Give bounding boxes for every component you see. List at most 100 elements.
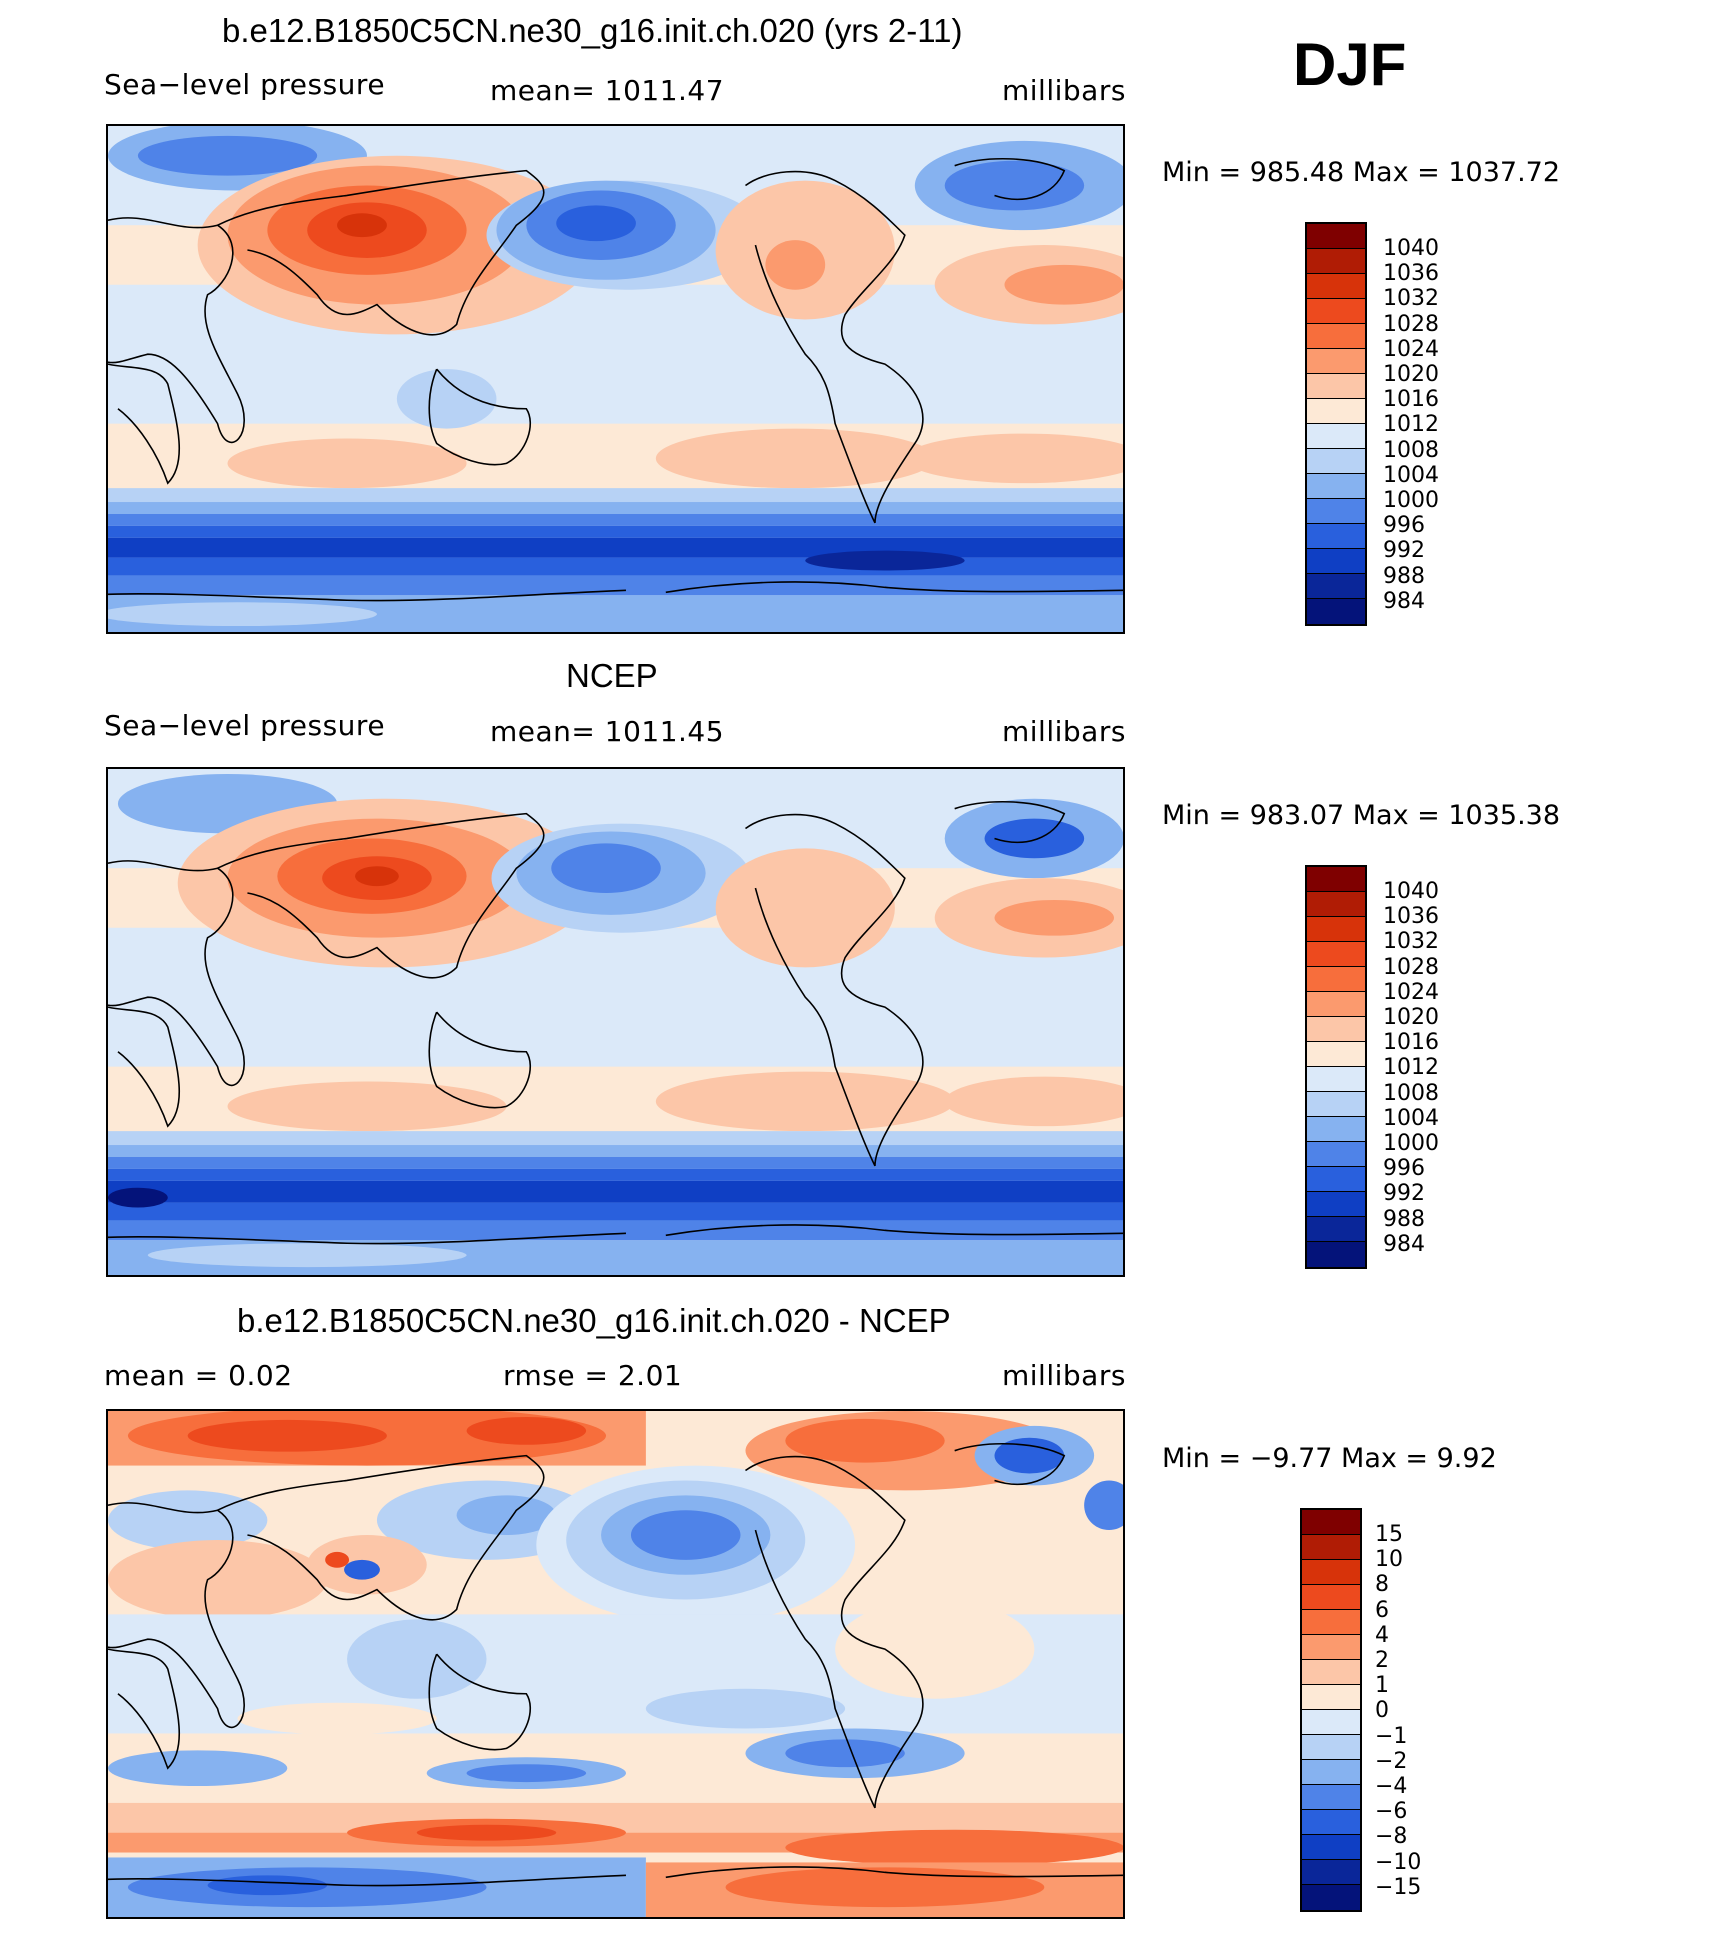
contour-low bbox=[944, 160, 1085, 211]
contour-high bbox=[785, 1418, 945, 1463]
colorbar-swatch bbox=[1302, 1735, 1360, 1760]
colorbar-swatch bbox=[1307, 867, 1365, 892]
colorbar-swatch bbox=[1302, 1560, 1360, 1585]
colorbar-swatch bbox=[1307, 1092, 1365, 1117]
colorbar-swatch bbox=[1307, 1017, 1365, 1042]
contour-high bbox=[904, 433, 1123, 484]
colorbar-label: 992 bbox=[1383, 1181, 1425, 1207]
colorbar-label: 1040 bbox=[1383, 879, 1439, 904]
colorbar-swatch bbox=[1302, 1610, 1360, 1635]
colorbar-label: 1032 bbox=[1383, 286, 1439, 312]
panel-2-mean-label: mean= 1011.45 bbox=[490, 715, 725, 748]
colorbar-swatch bbox=[1307, 399, 1365, 424]
contour-high bbox=[655, 428, 935, 489]
colorbar-swatch bbox=[1307, 599, 1365, 624]
colorbar-label: 1040 bbox=[1383, 236, 1439, 261]
coastlines bbox=[108, 1442, 1123, 1887]
colorbar-label: −10 bbox=[1375, 1849, 1422, 1875]
contour-high bbox=[994, 899, 1115, 936]
contour-high bbox=[1004, 264, 1123, 305]
contour-band bbox=[108, 1131, 1123, 1146]
panel-1-colorbar-labels: 1040 1036 1032 1028 1024 1020 1016 1012 … bbox=[1383, 236, 1439, 614]
panel-3-map-svg bbox=[108, 1411, 1123, 1917]
panel-1-map-svg bbox=[108, 126, 1123, 632]
colorbar-swatch bbox=[1302, 1885, 1360, 1910]
colorbar-label: −15 bbox=[1375, 1874, 1422, 1900]
colorbar-label: 1004 bbox=[1383, 462, 1439, 488]
colorbar-label: 996 bbox=[1383, 513, 1425, 539]
panel-3-map bbox=[106, 1409, 1125, 1919]
panel-3-units-label: millibars bbox=[1002, 1359, 1126, 1392]
contour-high bbox=[765, 240, 826, 290]
colorbar-swatch bbox=[1307, 967, 1365, 992]
colorbar-label: 1000 bbox=[1383, 1131, 1439, 1157]
colorbar-label: 988 bbox=[1383, 563, 1425, 589]
contour-high bbox=[187, 1419, 387, 1452]
contour-low bbox=[785, 1739, 905, 1768]
colorbar-swatch bbox=[1302, 1635, 1360, 1660]
colorbar-label: 2 bbox=[1375, 1648, 1389, 1674]
colorbar-swatch bbox=[1307, 299, 1365, 324]
contour-band bbox=[108, 557, 1123, 576]
colorbar-label: 992 bbox=[1383, 538, 1425, 564]
contour-band bbox=[237, 1702, 437, 1735]
contour-band bbox=[108, 537, 1123, 558]
contour-low bbox=[630, 1510, 741, 1560]
contour-band bbox=[108, 1180, 1123, 1203]
panel-3-rmse-label: rmse = 2.01 bbox=[503, 1359, 683, 1392]
panel-2-variable-label: Sea−level pressure bbox=[104, 709, 386, 742]
contour-high bbox=[725, 1867, 1045, 1908]
contour-band bbox=[108, 575, 1123, 596]
colorbar-swatch bbox=[1302, 1510, 1360, 1535]
colorbar-label: 1016 bbox=[1383, 1030, 1439, 1056]
contour-high bbox=[108, 1539, 328, 1620]
colorbar-label: 1036 bbox=[1383, 904, 1439, 930]
colorbar-swatch bbox=[1302, 1760, 1360, 1785]
contour-low bbox=[396, 369, 497, 429]
contour-high bbox=[337, 213, 387, 238]
contour-low bbox=[137, 135, 318, 176]
contour-band bbox=[108, 1202, 1123, 1221]
panel-2-map-svg bbox=[108, 769, 1123, 1275]
panel-1-colorbar bbox=[1305, 222, 1367, 626]
colorbar-swatch bbox=[1302, 1535, 1360, 1560]
contour-high bbox=[944, 1076, 1123, 1127]
panel-2-colorbar bbox=[1305, 865, 1367, 1269]
colorbar-swatch bbox=[1307, 349, 1365, 374]
colorbar-label: −1 bbox=[1375, 1723, 1408, 1749]
colorbar-swatch bbox=[1307, 1192, 1365, 1217]
contour-band bbox=[835, 1599, 1035, 1699]
colorbar-swatch bbox=[1307, 449, 1365, 474]
contour-low bbox=[108, 602, 377, 627]
colorbar-label: 8 bbox=[1375, 1572, 1389, 1598]
colorbar-swatch bbox=[1307, 1067, 1365, 1092]
contour-band bbox=[108, 1220, 1123, 1241]
colorbar-label: 10 bbox=[1375, 1547, 1403, 1573]
colorbar-label: 1028 bbox=[1383, 954, 1439, 980]
contour-low bbox=[207, 1875, 328, 1896]
contour-low bbox=[1084, 1480, 1123, 1531]
panel-2-title: NCEP bbox=[566, 657, 658, 694]
contour-high bbox=[227, 1081, 507, 1132]
colorbar-label: 1024 bbox=[1383, 336, 1439, 362]
season-label: DJF bbox=[1293, 31, 1407, 98]
contour-low bbox=[108, 1750, 288, 1787]
colorbar-label: 1012 bbox=[1383, 1055, 1439, 1081]
panel-1-minmax: Min = 985.48 Max = 1037.72 bbox=[1162, 157, 1561, 188]
colorbar-label: 1036 bbox=[1383, 261, 1439, 287]
panel-3-minmax: Min = −9.77 Max = 9.92 bbox=[1162, 1443, 1497, 1474]
colorbar-swatch bbox=[1307, 574, 1365, 599]
panel-3-colorbar bbox=[1300, 1508, 1362, 1912]
contour-high bbox=[715, 848, 895, 968]
colorbar-swatch bbox=[1307, 892, 1365, 917]
contour-low bbox=[466, 1764, 587, 1783]
coastlines bbox=[108, 157, 1123, 602]
colorbar-swatch bbox=[1307, 1042, 1365, 1067]
colorbar-swatch bbox=[1307, 917, 1365, 942]
colorbar-swatch bbox=[1307, 524, 1365, 549]
contour-band bbox=[108, 502, 1123, 514]
colorbar-swatch bbox=[1302, 1685, 1360, 1710]
contour-low bbox=[347, 1619, 487, 1699]
colorbar-swatch bbox=[1307, 249, 1365, 274]
panel-2-units-label: millibars bbox=[1002, 715, 1126, 748]
